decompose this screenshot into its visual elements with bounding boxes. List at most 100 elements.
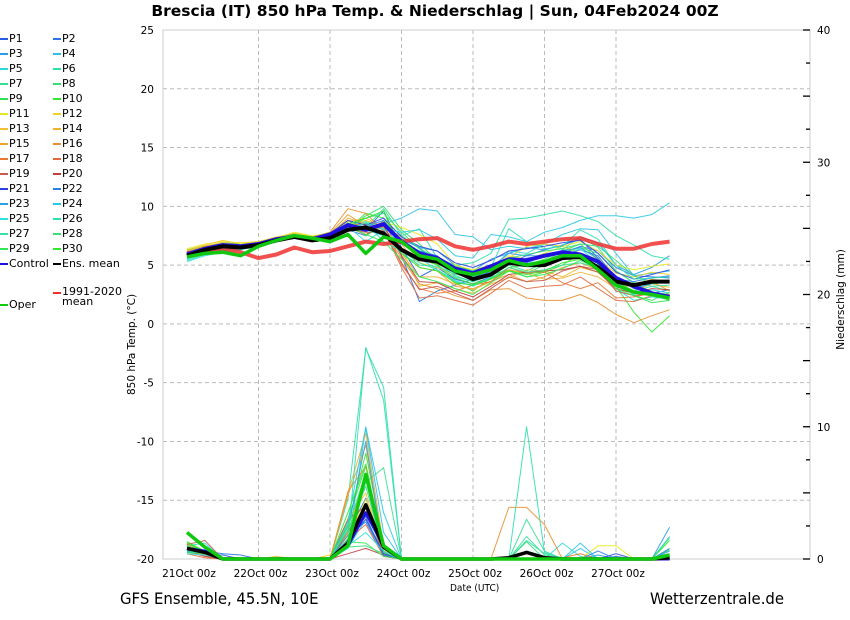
legend-item: P18 bbox=[53, 153, 83, 165]
legend-label: Ens. mean bbox=[62, 257, 120, 270]
legend-label: P6 bbox=[62, 62, 76, 75]
legend-item: P25 bbox=[0, 213, 30, 225]
y2-tick-label: 0 bbox=[817, 554, 824, 566]
precip-line-ens-mean bbox=[186, 503, 670, 561]
legend-item: P11 bbox=[0, 108, 30, 120]
precip-line-p24 bbox=[186, 426, 670, 560]
legend-label: P27 bbox=[9, 227, 30, 240]
legend-item: P3 bbox=[0, 48, 23, 60]
legend-label: 1991-2020 mean bbox=[62, 285, 122, 308]
legend-item: P20 bbox=[53, 168, 83, 180]
x-tick-label: 23Oct 00z bbox=[305, 568, 359, 580]
precip-line-p29 bbox=[186, 541, 670, 560]
legend-swatch bbox=[53, 173, 61, 175]
legend-item: P16 bbox=[53, 138, 83, 150]
precip-line-oper bbox=[185, 472, 670, 561]
legend-swatch bbox=[0, 203, 8, 205]
legend-swatch bbox=[0, 188, 8, 190]
legend-swatch bbox=[53, 263, 61, 265]
legend-swatch bbox=[0, 128, 8, 130]
chart-title: Brescia (IT) 850 hPa Temp. & Niederschla… bbox=[151, 2, 719, 20]
legend-swatch bbox=[53, 233, 61, 235]
legend-swatch bbox=[53, 188, 61, 190]
y-tick-label: 5 bbox=[147, 260, 154, 272]
legend-label: P15 bbox=[9, 137, 30, 150]
temp-line-oper bbox=[186, 232, 670, 300]
legend-swatch bbox=[53, 203, 61, 205]
legend-swatch bbox=[53, 98, 61, 100]
legend-item: P17 bbox=[0, 153, 30, 165]
precip-line-p18 bbox=[186, 524, 670, 560]
y-tick-label: -20 bbox=[137, 554, 154, 566]
legend-label: P25 bbox=[9, 212, 30, 225]
legend-swatch bbox=[0, 113, 8, 115]
precip-line-p28 bbox=[186, 485, 670, 560]
grid bbox=[163, 30, 810, 559]
legend-swatch bbox=[0, 143, 8, 145]
x-tick-label: 25Oct 00z bbox=[448, 568, 502, 580]
y2-tick-label: 30 bbox=[817, 157, 830, 169]
precip-line-p9 bbox=[186, 465, 670, 560]
legend-item: P6 bbox=[53, 63, 76, 75]
precip-line-p3 bbox=[186, 479, 671, 560]
precip-line-p8 bbox=[186, 541, 670, 560]
legend-swatch bbox=[0, 248, 8, 250]
legend-label: P20 bbox=[62, 167, 83, 180]
legend-item: P10 bbox=[53, 93, 83, 105]
precip-line-p21 bbox=[187, 518, 670, 560]
legend-item: 1991-2020 mean bbox=[53, 285, 122, 308]
legend-swatch bbox=[0, 304, 8, 306]
footer-brand: Wetterzentrale.de bbox=[650, 589, 785, 608]
legend-label: P10 bbox=[62, 92, 83, 105]
legend-item: P14 bbox=[53, 123, 83, 135]
legend-swatch bbox=[0, 218, 8, 220]
legend-swatch bbox=[0, 53, 8, 55]
legend-label: P12 bbox=[62, 107, 83, 120]
legend-label: P21 bbox=[9, 182, 30, 195]
precip-line-p16 bbox=[186, 465, 670, 560]
precip-line-p30 bbox=[186, 463, 670, 560]
precip-line-p10 bbox=[186, 452, 670, 560]
legend-item: P15 bbox=[0, 138, 30, 150]
legend-label: P28 bbox=[62, 227, 83, 240]
precip-line-p2 bbox=[186, 497, 670, 560]
plot-frame bbox=[162, 29, 811, 560]
precip-line-p6 bbox=[186, 348, 670, 560]
legend-item: P4 bbox=[53, 48, 76, 60]
legend-swatch bbox=[53, 218, 61, 220]
precip-line-p7 bbox=[186, 467, 670, 560]
legend-item: P19 bbox=[0, 168, 30, 180]
precip-line-p22 bbox=[186, 521, 670, 560]
legend-item: P2 bbox=[53, 33, 76, 45]
temp-line-climate-mean bbox=[186, 236, 670, 261]
precip-line-p1 bbox=[186, 516, 670, 560]
precip-line-p15 bbox=[186, 444, 670, 560]
legend-swatch bbox=[53, 68, 61, 70]
precip-line-p11 bbox=[186, 499, 670, 560]
legend-item: P12 bbox=[53, 108, 83, 120]
legend-label: P14 bbox=[62, 122, 83, 135]
legend-swatch bbox=[0, 68, 8, 70]
legend-swatch bbox=[0, 263, 8, 265]
legend-label: P17 bbox=[9, 152, 30, 165]
legend-item: P1 bbox=[0, 33, 23, 45]
legend-item: P23 bbox=[0, 198, 30, 210]
legend-swatch bbox=[53, 53, 61, 55]
legend-swatch bbox=[0, 38, 8, 40]
legend-item: P21 bbox=[0, 183, 30, 195]
x-tick-label: 24Oct 00z bbox=[377, 568, 431, 580]
y2-tick-label: 40 bbox=[817, 25, 830, 37]
legend-item: P9 bbox=[0, 93, 23, 105]
legend-swatch bbox=[53, 128, 61, 130]
precip-line-p13 bbox=[186, 492, 670, 560]
legend-item: P22 bbox=[53, 183, 83, 195]
legend-label: P13 bbox=[9, 122, 30, 135]
y2-tick-label: 10 bbox=[817, 422, 830, 434]
legend-item: P7 bbox=[0, 78, 23, 90]
x-axis-label: Date (UTC) bbox=[450, 583, 500, 594]
x-tick-label: 26Oct 00z bbox=[520, 568, 574, 580]
legend-label: P18 bbox=[62, 152, 83, 165]
legend-swatch bbox=[0, 233, 8, 235]
legend-swatch bbox=[53, 248, 61, 250]
legend-item: P8 bbox=[53, 78, 76, 90]
